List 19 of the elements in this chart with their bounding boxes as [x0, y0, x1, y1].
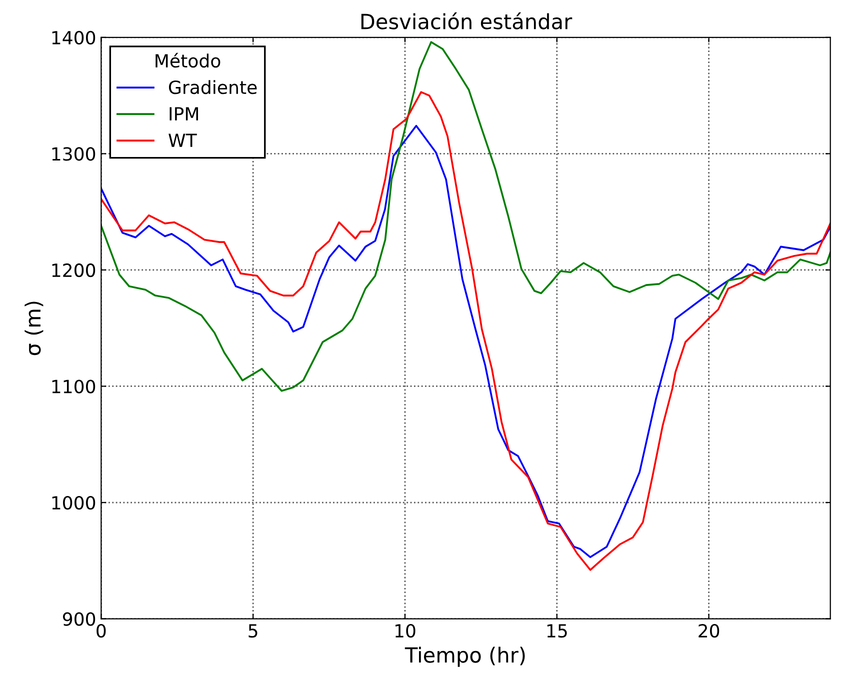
x-tick-label: 0: [96, 624, 106, 638]
y-tick-label: 900: [62, 612, 96, 626]
x-tick-label: 5: [248, 624, 258, 638]
x-tick-label: 15: [547, 624, 567, 638]
x-axis-title: Tiempo (hr): [404, 646, 525, 667]
chart-title: Desviación estándar: [361, 12, 572, 30]
y-tick-label: 1300: [52, 147, 96, 161]
y-tick-label: 1100: [52, 380, 96, 394]
y-tick-label: 1200: [52, 263, 96, 278]
y-axis-title: σ (m): [24, 302, 44, 356]
legend-label: IPM: [170, 107, 198, 120]
y-tick-label: 1400: [52, 30, 96, 45]
y-tick-label: 1000: [52, 496, 96, 510]
x-tick-label: 20: [698, 624, 720, 638]
line-series: [101, 41, 830, 392]
legend-title: Método: [156, 52, 220, 68]
legend-label: WT: [168, 134, 197, 147]
x-tick-label: 10: [395, 624, 416, 638]
legend-label: Gradiente: [168, 80, 257, 94]
